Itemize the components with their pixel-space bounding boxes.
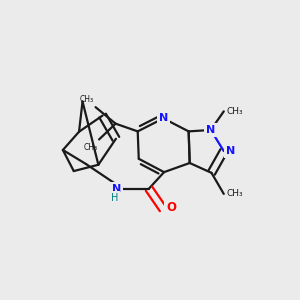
Text: H: H	[111, 194, 118, 203]
Text: N: N	[112, 184, 121, 194]
Text: CH₃: CH₃	[83, 142, 98, 152]
Text: CH₃: CH₃	[80, 95, 94, 104]
Text: O: O	[166, 201, 176, 214]
Text: N: N	[159, 113, 168, 123]
Text: CH₃: CH₃	[227, 107, 244, 116]
Text: N: N	[226, 146, 236, 156]
Text: N: N	[206, 125, 215, 135]
Text: CH₃: CH₃	[227, 189, 244, 198]
